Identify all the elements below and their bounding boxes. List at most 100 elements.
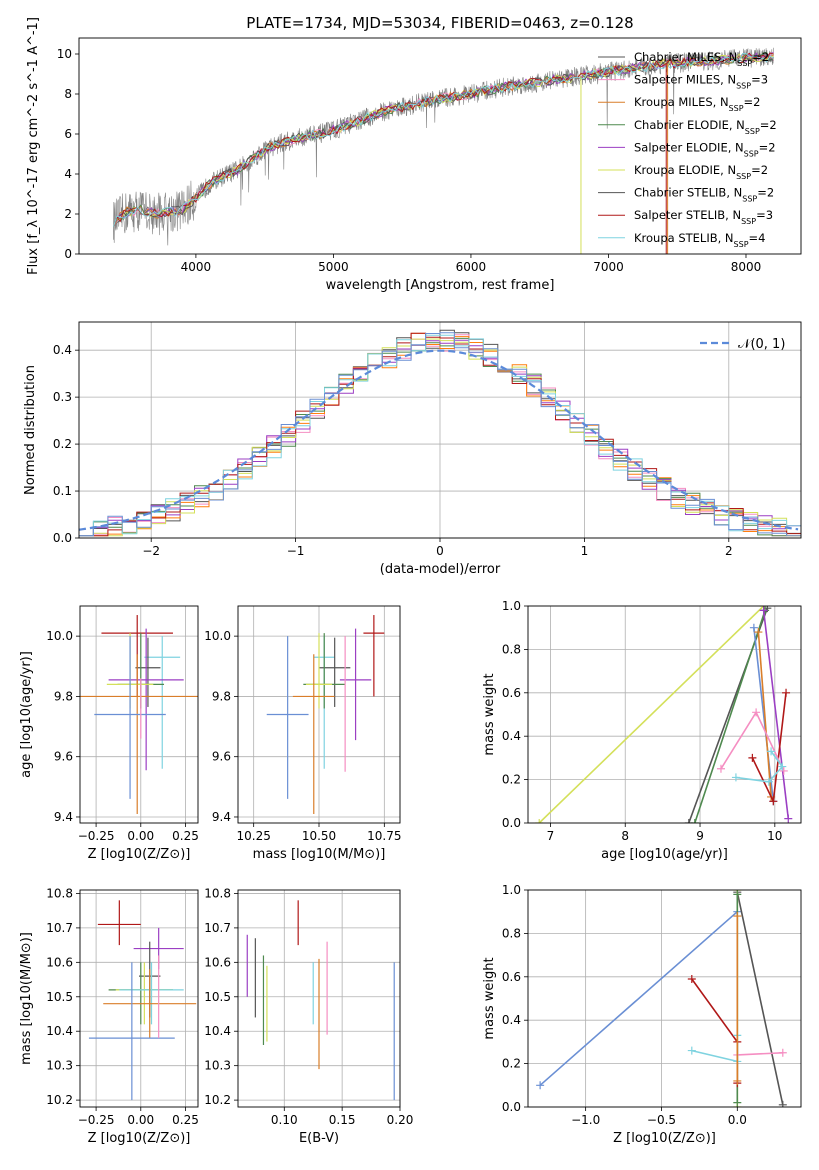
weight-vs-age-xlabel: age [log10(age/yr)] [601, 847, 728, 862]
data-point-6 [80, 654, 198, 814]
legend-entry-rest: =2 [760, 118, 777, 132]
x-tick-label: 2 [725, 544, 733, 558]
legend-entry-rest: =3 [751, 73, 768, 87]
x-tick-label: 4000 [181, 260, 212, 274]
data-point-3 [108, 962, 173, 1025]
residual-hist-frame [78, 321, 802, 539]
legend-entry-rest: =3 [756, 208, 773, 222]
residual-histogram-4 [79, 339, 801, 537]
data-point-2 [135, 637, 161, 707]
y-tick-label: 10.0 [204, 629, 231, 643]
mass-vs-Z-panel: −0.25 0.00 0.25 10.2 10.3 10.4 10.5 10.6 10.7 10.… [19, 886, 199, 1146]
weight-vs-age-ticks: 7 8 9 10 0.0 0.2 0.4 0.6 0.8 1.0 [502, 599, 783, 843]
y-tick-label: 0.6 [502, 970, 521, 984]
weight-vs-Z-panel: −1.0 −0.5 0.0 0.0 0.2 0.4 0.6 0.8 1.0 Z [log10(Z/… [482, 883, 802, 1146]
mass-vs-EBV-plot-area [246, 900, 395, 1101]
y-tick-label: 0.2 [502, 773, 521, 787]
x-tick-label: 10.25 [236, 829, 270, 843]
weight-marker [687, 1046, 696, 1055]
legend-entry-1: Salpeter MILES, NSSP=3 [634, 73, 768, 91]
age-vs-Z-frame [79, 605, 199, 824]
data-point-3 [108, 628, 184, 771]
weight-vs-Z-plot-area [536, 890, 787, 1107]
data-point-1 [144, 636, 181, 769]
legend-entry-sub: SSP [741, 217, 756, 226]
age-vs-mass-frame [237, 605, 401, 824]
weight-line [720, 710, 785, 772]
y-tick-label: 0.4 [502, 729, 521, 743]
residual-hist-xlabel: (data-model)/error [380, 562, 501, 577]
y-tick-label: 10.7 [46, 921, 73, 935]
mass-vs-Z-frame [79, 889, 199, 1108]
y-tick-label: 0.4 [502, 1013, 521, 1027]
data-point-4 [303, 633, 346, 709]
y-tick-label: 6 [64, 127, 72, 141]
weight-vs-Z-ylabel: mass weight [482, 957, 497, 1039]
data-point-0 [97, 900, 141, 946]
legend-entry-rest: =4 [749, 231, 766, 245]
age-vs-Z-xlabel: Z [log10(Z/Z⊙)] [88, 847, 191, 862]
y-tick-label: 9.8 [212, 689, 231, 703]
y-tick-label: 10.8 [204, 886, 231, 900]
weight-series-4 [687, 974, 742, 1088]
x-tick-label: 5000 [318, 260, 349, 274]
weight-marker [733, 1098, 742, 1107]
y-tick-label: 10.3 [204, 1059, 231, 1073]
y-tick-label: 10 [57, 47, 72, 61]
weight-line [762, 610, 790, 819]
age-vs-mass-xlabel: mass [log10(M/M⊙)] [253, 847, 386, 862]
weight-vs-age-plot-area [535, 606, 793, 823]
y-tick-label: 1.0 [502, 599, 521, 613]
weight-marker [779, 766, 788, 775]
y-tick-label: 10.4 [46, 1024, 73, 1038]
y-tick-label: 10.6 [204, 955, 231, 969]
data-point-7 [88, 962, 175, 1101]
x-tick-label: −0.5 [647, 1113, 676, 1127]
residual-legend: 𝒩(0, 1) [700, 337, 785, 352]
weight-vs-Z-ticks: −1.0 −0.5 0.0 0.0 0.2 0.4 0.6 0.8 1.0 [502, 883, 747, 1127]
legend-entry-sub: SSP [729, 104, 744, 113]
data-point-6 [292, 654, 335, 814]
legend-entry-0: Chabrier MILES, NSSP=2 [634, 50, 769, 68]
y-tick-label: 10.4 [204, 1024, 231, 1038]
spectrum-legend: Chabrier MILES, NSSP=2 Salpeter MILES, NS… [598, 50, 777, 248]
residual-histogram-2 [79, 332, 801, 537]
y-tick-label: 9.6 [54, 750, 73, 764]
age-vs-mass-ticks: 10.25 10.50 10.75 9.4 9.6 9.8 10.0 [204, 629, 401, 843]
x-tick-label: −0.25 [78, 829, 115, 843]
weight-marker [782, 688, 791, 697]
legend-entry-8: Kroupa STELIB, NSSP=4 [634, 231, 765, 249]
x-tick-label: 0.25 [172, 829, 199, 843]
x-tick-label: −1 [287, 544, 305, 558]
residual-histogram-6 [79, 332, 801, 537]
age-vs-mass-plot-area [266, 615, 385, 814]
y-tick-label: 0.0 [502, 816, 521, 830]
x-tick-label: 0.00 [127, 1113, 154, 1127]
weight-vs-age-grid [528, 605, 801, 824]
x-tick-label: 0.25 [172, 1113, 199, 1127]
weight-marker [690, 819, 699, 823]
weight-vs-age-ylabel: mass weight [482, 673, 497, 755]
weight-marker [769, 797, 778, 806]
data-point-7 [266, 636, 309, 799]
weight-series-5 [733, 1048, 787, 1059]
weight-line [736, 892, 784, 1105]
data-point-0 [363, 615, 385, 697]
mass-vs-Z-ticks: −0.25 0.00 0.25 10.2 10.3 10.4 10.5 10.6 10.7 10.… [46, 886, 199, 1127]
weight-series-0 [536, 907, 742, 1090]
legend-entry-sub: SSP [734, 239, 749, 248]
weight-vs-age-frame [527, 605, 802, 824]
legend-entry-sub: SSP [736, 172, 751, 181]
y-tick-label: 10.8 [46, 886, 73, 900]
residual-histogram-8 [79, 332, 801, 537]
weight-line [694, 610, 766, 823]
x-tick-label: 8000 [731, 260, 762, 274]
weight-series-8 [731, 747, 787, 786]
weight-marker [684, 819, 693, 823]
residual-hist-ylabel: Normed distribution [23, 365, 38, 495]
residual-hist-plot-area [79, 329, 801, 537]
weight-vs-Z-frame [527, 889, 802, 1108]
x-tick-label: 0.00 [127, 829, 154, 843]
x-tick-label: 7000 [593, 260, 624, 274]
